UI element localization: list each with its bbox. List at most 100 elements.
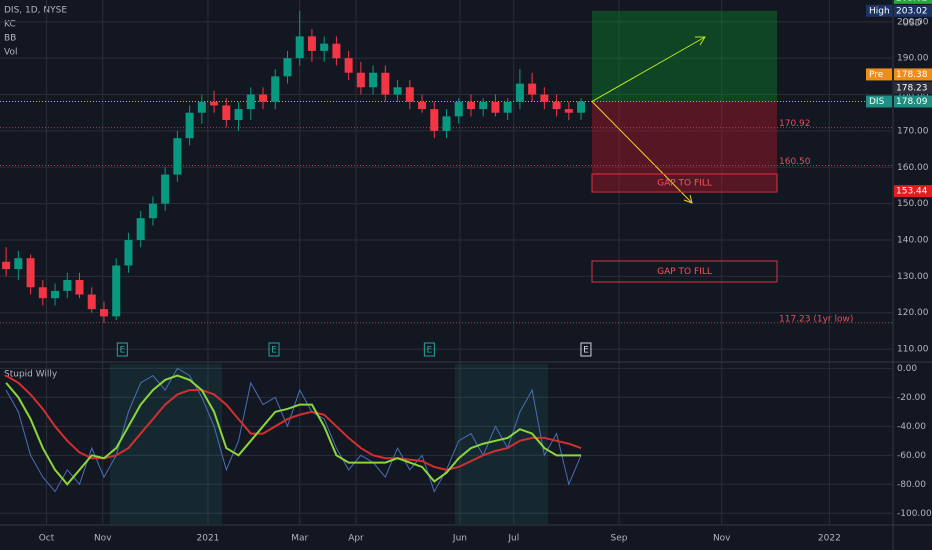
- candle-body: [295, 36, 304, 59]
- candle-body: [369, 72, 378, 88]
- arrow-down: [591, 101, 693, 204]
- y-tick-label: 160.00: [897, 163, 929, 173]
- price-tag: Pre: [869, 70, 884, 80]
- stop-zone: [592, 101, 777, 192]
- candle-body: [14, 258, 23, 270]
- price-tag-bg: [866, 95, 892, 108]
- symbol-title: DIS, 1D, NYSE: [4, 6, 67, 16]
- x-tick-label: Oct: [39, 534, 55, 544]
- y-tick-label: 200.00: [897, 17, 929, 27]
- price-label: 178.09: [896, 97, 928, 107]
- earnings-label: E: [583, 346, 589, 356]
- candle-body: [454, 101, 463, 117]
- candle-body: [552, 101, 561, 110]
- candle-body: [136, 218, 145, 240]
- level-label: 117.23 (1yr low): [779, 314, 853, 324]
- candle-body: [161, 174, 170, 204]
- y-tick-label: -80.00: [897, 480, 926, 490]
- candle-body: [528, 83, 537, 95]
- y-tick-label: -100.00: [897, 509, 932, 519]
- level-label: 160.50: [779, 157, 811, 167]
- price-label: 203.02: [896, 0, 928, 3]
- candle-body: [197, 101, 206, 113]
- oscillator-line: [5, 374, 582, 486]
- x-tick-label: Nov: [94, 534, 112, 544]
- candle-body: [148, 203, 157, 219]
- indicator-title: Stupid Willy: [4, 370, 58, 380]
- earnings-marker: [268, 342, 280, 357]
- gap-label: GAP TO FILL: [657, 179, 712, 189]
- earnings-marker: [116, 342, 128, 357]
- candle-body: [210, 101, 219, 106]
- candle-body: [173, 138, 182, 175]
- candle-body: [564, 109, 573, 113]
- target-zone: [592, 10, 777, 102]
- candle-body: [271, 76, 280, 102]
- earnings-marker: [423, 342, 435, 357]
- candle-body: [540, 94, 549, 102]
- y-tick-label: 170.00: [897, 126, 929, 136]
- x-tick-label: 2021: [197, 534, 220, 544]
- price-label: 178.38: [896, 70, 928, 80]
- earnings-label: E: [427, 346, 433, 356]
- candle-body: [405, 87, 414, 102]
- y-tick-label: 120.00: [897, 308, 929, 318]
- y-tick-label: -60.00: [897, 451, 926, 461]
- price-tag: High: [869, 6, 890, 16]
- x-tick-label: Nov: [713, 534, 731, 544]
- candle-body: [38, 287, 47, 299]
- candle-body: [491, 101, 500, 113]
- candle-body: [222, 105, 231, 120]
- candle-body: [75, 280, 84, 295]
- y-tick-label: 190.00: [897, 54, 929, 64]
- earnings-marker: [580, 342, 592, 357]
- candle-body: [246, 94, 255, 110]
- price-label-bg: [894, 95, 932, 108]
- candle-body: [356, 72, 365, 88]
- candle-body: [393, 87, 402, 95]
- shade: [455, 364, 548, 524]
- x-tick-label: Jun: [452, 534, 467, 544]
- candle-body: [112, 265, 121, 317]
- price-tag: DIS: [869, 97, 885, 107]
- earnings-label: E: [271, 346, 277, 356]
- gap-label: GAP TO FILL: [657, 267, 712, 277]
- price-label: 153.44: [896, 187, 928, 197]
- price-label-bg: [894, 81, 932, 94]
- candle-body: [418, 101, 427, 110]
- indicator: KC: [4, 20, 16, 30]
- candle-body: [381, 72, 390, 95]
- price-label-bg: [894, 4, 932, 17]
- x-tick-label: 2022: [818, 534, 841, 544]
- candle-body: [63, 280, 72, 291]
- y-tick-label: 110.00: [897, 345, 929, 355]
- x-tick-label: Mar: [291, 534, 308, 544]
- y-tick-label: -40.00: [897, 422, 926, 432]
- candle-body: [259, 94, 268, 102]
- candle-body: [479, 101, 488, 110]
- candle-body: [26, 258, 35, 288]
- y-tick-label: 150.00: [897, 199, 929, 209]
- arrow-up: [591, 36, 706, 102]
- candle-body: [344, 58, 353, 73]
- candle-body: [87, 294, 96, 310]
- price-tag-bg: [866, 4, 892, 17]
- candle-body: [577, 101, 586, 113]
- candle-body: [124, 240, 133, 266]
- x-tick-label: Sep: [610, 534, 627, 544]
- price-label: 203.02: [896, 6, 928, 16]
- x-tick-label: Jul: [507, 534, 519, 544]
- candle-body: [2, 261, 11, 270]
- candle-body: [442, 116, 451, 131]
- level-label: 170.92: [779, 119, 811, 129]
- candle-body: [185, 112, 194, 139]
- price-label: 178.23: [896, 83, 928, 93]
- x-tick-label: Apr: [348, 534, 364, 544]
- price-label-bg: [894, 68, 932, 81]
- price-label-bg: [894, 0, 932, 4]
- oscillator-line: [5, 367, 582, 493]
- candle-body: [99, 309, 108, 317]
- y-tick-label: -20.00: [897, 393, 926, 403]
- candle-body: [503, 101, 512, 113]
